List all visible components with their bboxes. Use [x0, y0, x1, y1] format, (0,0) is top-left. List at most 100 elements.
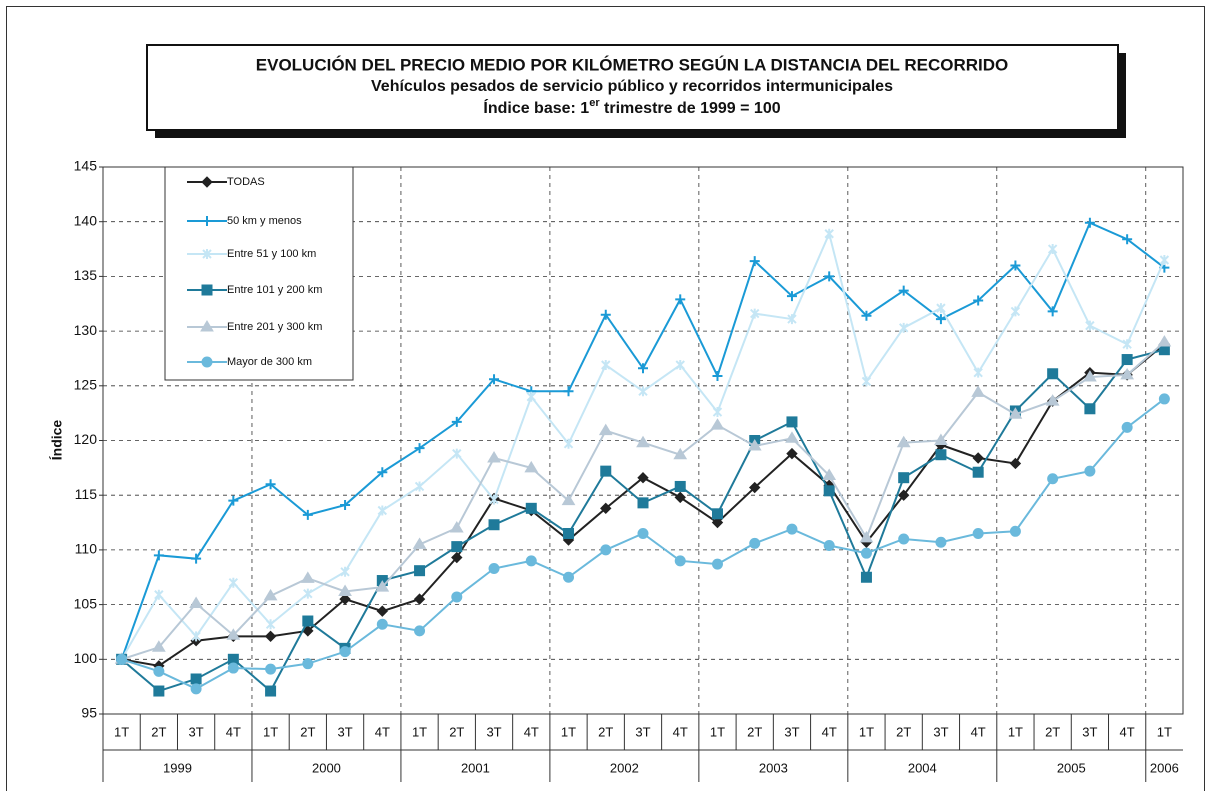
title-box	[146, 44, 1119, 131]
data-point	[561, 493, 576, 506]
data-point	[861, 376, 872, 387]
data-point	[786, 523, 798, 535]
data-point	[785, 431, 799, 443]
data-point	[824, 271, 835, 282]
data-point	[338, 584, 352, 596]
data-point	[524, 460, 539, 473]
y-tick-label: 95	[81, 705, 97, 721]
data-point	[1009, 525, 1021, 537]
data-point	[675, 360, 685, 371]
data-point	[525, 502, 537, 514]
base-note: Índice base: 1er trimestre de 1999 = 100	[483, 97, 780, 117]
data-point	[787, 314, 797, 325]
data-point	[861, 310, 872, 321]
data-point	[191, 553, 202, 564]
x-tick-label: 2T	[598, 724, 613, 739]
data-point	[451, 541, 463, 553]
data-point	[823, 540, 835, 552]
data-point	[824, 228, 834, 239]
data-point	[375, 580, 390, 592]
y-tick-label: 135	[74, 267, 98, 283]
data-point	[452, 448, 462, 459]
data-point	[563, 571, 575, 583]
data-point	[1010, 306, 1021, 317]
data-point	[303, 588, 313, 599]
data-point	[934, 433, 948, 445]
data-point	[935, 449, 947, 461]
data-point	[1083, 370, 1097, 382]
x-tick-label: 3T	[784, 724, 799, 739]
data-point	[189, 596, 203, 609]
x-tick-label: 1T	[561, 724, 576, 739]
legend-marker	[201, 284, 213, 296]
data-point	[190, 683, 202, 695]
y-tick-label: 140	[74, 212, 98, 228]
series-line	[120, 348, 1165, 693]
data-point	[747, 438, 762, 451]
x-tick-label: 4T	[375, 724, 390, 739]
data-point	[377, 505, 388, 516]
data-point	[897, 489, 910, 501]
x-tick-label: 4T	[673, 724, 688, 739]
data-point	[302, 615, 314, 627]
x-tick-label: 2T	[1045, 724, 1060, 739]
year-label: 1999	[163, 760, 192, 775]
legend-marker	[201, 356, 213, 368]
data-point	[786, 447, 798, 460]
data-point	[302, 658, 314, 670]
x-tick-label: 4T	[226, 724, 241, 739]
x-tick-label: 2T	[449, 724, 464, 739]
year-label: 2002	[610, 760, 639, 775]
data-point	[972, 452, 984, 464]
data-point	[226, 628, 241, 640]
data-point	[674, 480, 686, 492]
data-point	[377, 467, 388, 478]
data-point	[1120, 367, 1135, 380]
data-point	[712, 370, 723, 381]
data-point	[451, 416, 462, 427]
data-point	[1047, 473, 1059, 485]
data-point	[898, 285, 909, 296]
data-point	[973, 367, 983, 378]
data-point	[898, 322, 909, 333]
data-point	[1122, 339, 1132, 350]
x-tick-label: 2T	[896, 724, 911, 739]
legend-label: Entre 201 y 300 km	[227, 321, 322, 333]
data-point	[1084, 403, 1096, 415]
data-point	[1159, 254, 1170, 265]
data-point	[1157, 335, 1172, 347]
data-point	[151, 640, 166, 652]
data-point	[265, 479, 276, 490]
x-tick-label: 1T	[114, 724, 129, 739]
x-tick-label: 1T	[1008, 724, 1023, 739]
data-point	[526, 391, 536, 402]
y-tick-label: 125	[74, 377, 98, 393]
x-tick-label: 4T	[971, 724, 986, 739]
legend-label: Entre 51 y 100 km	[227, 248, 316, 260]
data-point	[598, 423, 613, 436]
y-tick-label: 105	[74, 595, 98, 611]
data-point	[674, 491, 686, 504]
x-tick-label: 3T	[337, 724, 352, 739]
year-label: 2005	[1057, 760, 1086, 775]
data-point	[1084, 465, 1096, 477]
data-point	[1121, 354, 1133, 366]
data-point	[489, 494, 499, 505]
data-point	[860, 547, 872, 559]
data-point	[153, 665, 165, 677]
data-point	[414, 565, 426, 577]
data-point	[711, 516, 724, 529]
data-point	[860, 571, 872, 583]
frame	[6, 6, 1205, 791]
data-point	[340, 566, 350, 577]
y-tick-label: 100	[74, 650, 98, 666]
data-point	[1010, 260, 1021, 271]
data-point	[638, 363, 648, 374]
data-point	[228, 577, 239, 588]
base-note-after: trimestre de 1999 = 100	[600, 100, 781, 117]
data-point	[414, 625, 426, 637]
x-tick-label: 2T	[747, 724, 762, 739]
data-point	[674, 555, 686, 567]
data-point	[712, 407, 723, 418]
